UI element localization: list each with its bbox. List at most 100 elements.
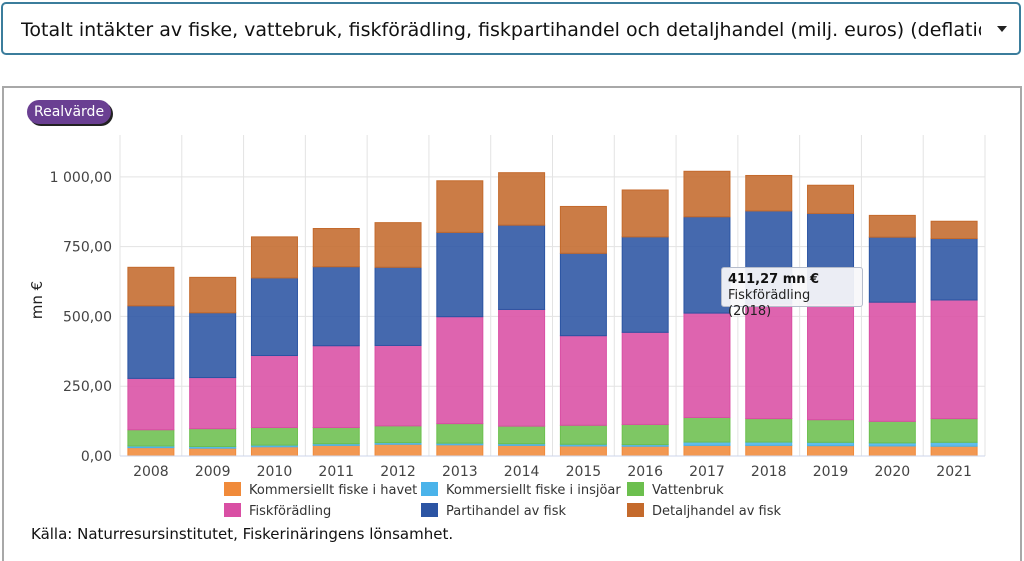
bar-vattenbruk-2016[interactable] xyxy=(621,423,669,446)
bar-detaljhandel-2013[interactable] xyxy=(436,180,484,233)
bar-vattenbruk-2014[interactable] xyxy=(498,425,546,445)
bar-detaljhandel-2009[interactable] xyxy=(189,276,237,314)
bar-detaljhandel-2010[interactable] xyxy=(250,236,298,279)
x-tick-label: 2011 xyxy=(318,464,354,480)
bar-partihandel-2013[interactable] xyxy=(436,231,484,318)
bar-detaljhandel-2012[interactable] xyxy=(374,222,422,268)
bar-detaljhandel-2015[interactable] xyxy=(559,205,607,254)
bar-havet-2017[interactable] xyxy=(683,444,731,457)
legend-label: Detaljhandel av fisk xyxy=(652,504,782,519)
bar-havet-2014[interactable] xyxy=(498,444,546,457)
bar-partihandel-2015[interactable] xyxy=(559,252,607,337)
bar-insjoar-2017[interactable] xyxy=(683,441,731,446)
x-tick-label: 2015 xyxy=(566,464,602,480)
legend-item-havet[interactable]: Kommersiellt fiske i havet xyxy=(224,482,417,500)
bar-insjoar-2019[interactable] xyxy=(807,441,855,447)
bar-havet-2013[interactable] xyxy=(436,444,484,457)
bar-fiskforadling-2019[interactable] xyxy=(807,303,855,421)
x-tick-label: 2016 xyxy=(627,464,663,480)
legend-item-vattenbruk[interactable]: Vattenbruk xyxy=(627,482,724,500)
bar-fiskforadling-2016[interactable] xyxy=(621,331,669,425)
bar-partihandel-2008[interactable] xyxy=(127,305,175,379)
bar-detaljhandel-2016[interactable] xyxy=(621,189,669,238)
caret-down-icon xyxy=(997,26,1007,32)
bar-fiskforadling-2020[interactable] xyxy=(868,301,916,422)
bar-vattenbruk-2012[interactable] xyxy=(374,425,422,444)
bar-havet-2021[interactable] xyxy=(930,445,978,457)
bar-vattenbruk-2018[interactable] xyxy=(745,418,793,443)
bar-fiskforadling-2018[interactable] xyxy=(745,303,793,420)
bar-partihandel-2020[interactable] xyxy=(868,236,916,303)
tooltip-value: 411,27 mn € xyxy=(728,272,820,287)
bar-detaljhandel-2011[interactable] xyxy=(312,228,360,268)
bar-detaljhandel-2018[interactable] xyxy=(745,174,793,212)
bar-fiskforadling-2014[interactable] xyxy=(498,308,546,427)
bar-vattenbruk-2010[interactable] xyxy=(250,427,298,446)
bar-fiskforadling-2015[interactable] xyxy=(559,335,607,426)
bar-havet-2020[interactable] xyxy=(868,445,916,457)
legend-swatch xyxy=(224,482,241,496)
bar-fiskforadling-2008[interactable] xyxy=(127,377,175,431)
y-axis-ticks: 0,00 250,00 500,00 750,00 1 000,00 xyxy=(50,170,112,465)
bar-partihandel-2012[interactable] xyxy=(374,266,422,346)
bar-partihandel-2021[interactable] xyxy=(930,238,978,301)
bar-detaljhandel-2017[interactable] xyxy=(683,170,731,218)
bar-vattenbruk-2019[interactable] xyxy=(807,419,855,443)
bar-partihandel-2016[interactable] xyxy=(621,236,669,333)
bar-fiskforadling-2010[interactable] xyxy=(250,355,298,429)
bar-partihandel-2010[interactable] xyxy=(250,277,298,357)
bar-fiskforadling-2013[interactable] xyxy=(436,316,484,425)
legend-item-partihandel[interactable]: Partihandel av fisk xyxy=(421,503,566,521)
bar-vattenbruk-2020[interactable] xyxy=(868,420,916,444)
bar-insjoar-2018[interactable] xyxy=(745,441,793,446)
bar-series xyxy=(127,170,978,457)
x-tick-label: 2008 xyxy=(133,464,169,480)
bar-havet-2011[interactable] xyxy=(312,444,360,457)
bar-havet-2019[interactable] xyxy=(807,445,855,457)
bar-havet-2016[interactable] xyxy=(621,445,669,457)
bar-vattenbruk-2008[interactable] xyxy=(127,429,175,447)
bar-havet-2018[interactable] xyxy=(745,444,793,457)
bar-detaljhandel-2008[interactable] xyxy=(127,266,175,307)
bar-partihandel-2011[interactable] xyxy=(312,266,360,347)
bar-vattenbruk-2015[interactable] xyxy=(559,424,607,445)
bar-havet-2015[interactable] xyxy=(559,445,607,457)
bar-havet-2010[interactable] xyxy=(250,446,298,457)
bar-detaljhandel-2021[interactable] xyxy=(930,220,978,240)
bar-fiskforadling-2017[interactable] xyxy=(683,312,731,418)
bar-vattenbruk-2017[interactable] xyxy=(683,416,731,443)
bar-fiskforadling-2009[interactable] xyxy=(189,377,237,430)
bar-havet-2012[interactable] xyxy=(374,443,422,457)
x-tick-label: 2009 xyxy=(195,464,231,480)
legend-item-fiskforadling[interactable]: Fiskförädling xyxy=(224,503,331,521)
bar-fiskforadling-2011[interactable] xyxy=(312,345,360,429)
bar-partihandel-2009[interactable] xyxy=(189,312,237,379)
bar-insjoar-2021[interactable] xyxy=(930,441,978,447)
bar-vattenbruk-2011[interactable] xyxy=(312,427,360,445)
bar-detaljhandel-2019[interactable] xyxy=(807,184,855,214)
bar-detaljhandel-2014[interactable] xyxy=(498,172,546,226)
y-tick-label: 250,00 xyxy=(63,379,112,395)
bar-fiskforadling-2021[interactable] xyxy=(930,299,978,420)
x-tick-label: 2017 xyxy=(689,464,725,480)
bar-vattenbruk-2021[interactable] xyxy=(930,418,978,443)
legend-item-insjoar[interactable]: Kommersiellt fiske i insjöar xyxy=(421,482,621,500)
bar-vattenbruk-2009[interactable] xyxy=(189,428,237,448)
bar-havet-2009[interactable] xyxy=(189,447,237,457)
legend-item-detaljhandel[interactable]: Detaljhandel av fisk xyxy=(627,503,781,521)
bar-havet-2008[interactable] xyxy=(127,447,175,457)
bar-vattenbruk-2013[interactable] xyxy=(436,423,484,444)
legend-swatch xyxy=(627,482,644,496)
y-tick-label: 0,00 xyxy=(81,449,112,465)
bar-detaljhandel-2020[interactable] xyxy=(868,214,916,238)
x-tick-label: 2018 xyxy=(751,464,787,480)
indicator-dropdown[interactable]: Totalt intäkter av fiske, vattebruk, fis… xyxy=(1,2,1021,55)
x-tick-label: 2020 xyxy=(875,464,911,480)
indicator-dropdown-value: Totalt intäkter av fiske, vattebruk, fis… xyxy=(21,19,981,41)
bar-partihandel-2014[interactable] xyxy=(498,224,546,310)
bar-fiskforadling-2012[interactable] xyxy=(374,344,422,427)
real-value-button[interactable]: Realvärde xyxy=(27,100,112,124)
legend-label: Partihandel av fisk xyxy=(446,504,566,519)
x-tick-label: 2010 xyxy=(257,464,293,480)
